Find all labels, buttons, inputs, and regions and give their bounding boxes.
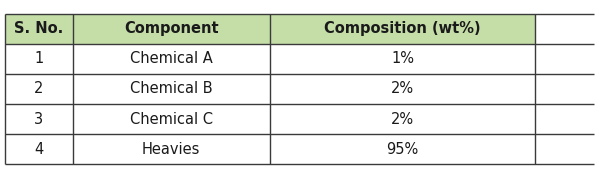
Bar (270, 44, 536, 74)
Bar (270, 14, 536, 44)
Text: 4: 4 (34, 142, 43, 157)
Text: 1: 1 (34, 51, 43, 66)
Bar (5, 104, 72, 134)
Text: 2: 2 (34, 81, 43, 96)
Text: 3: 3 (34, 111, 43, 127)
Text: Heavies: Heavies (142, 142, 201, 157)
Bar (270, 74, 536, 104)
Text: S. No.: S. No. (14, 21, 63, 36)
Text: Composition (wt%): Composition (wt%) (324, 21, 481, 36)
Text: Chemical B: Chemical B (130, 81, 213, 96)
Text: 2%: 2% (391, 111, 415, 127)
Bar (72, 74, 270, 104)
Text: 1%: 1% (391, 51, 414, 66)
Bar (72, 14, 270, 44)
Bar (5, 74, 72, 104)
Text: Chemical C: Chemical C (130, 111, 213, 127)
Text: 2%: 2% (391, 81, 415, 96)
Bar (270, 104, 536, 134)
Bar (5, 134, 72, 164)
Text: Component: Component (124, 21, 219, 36)
Bar (5, 14, 72, 44)
Text: 95%: 95% (386, 142, 419, 157)
Bar (72, 44, 270, 74)
Bar (5, 44, 72, 74)
Bar (72, 134, 270, 164)
Bar (270, 134, 536, 164)
Bar (72, 104, 270, 134)
Text: Chemical A: Chemical A (130, 51, 213, 66)
